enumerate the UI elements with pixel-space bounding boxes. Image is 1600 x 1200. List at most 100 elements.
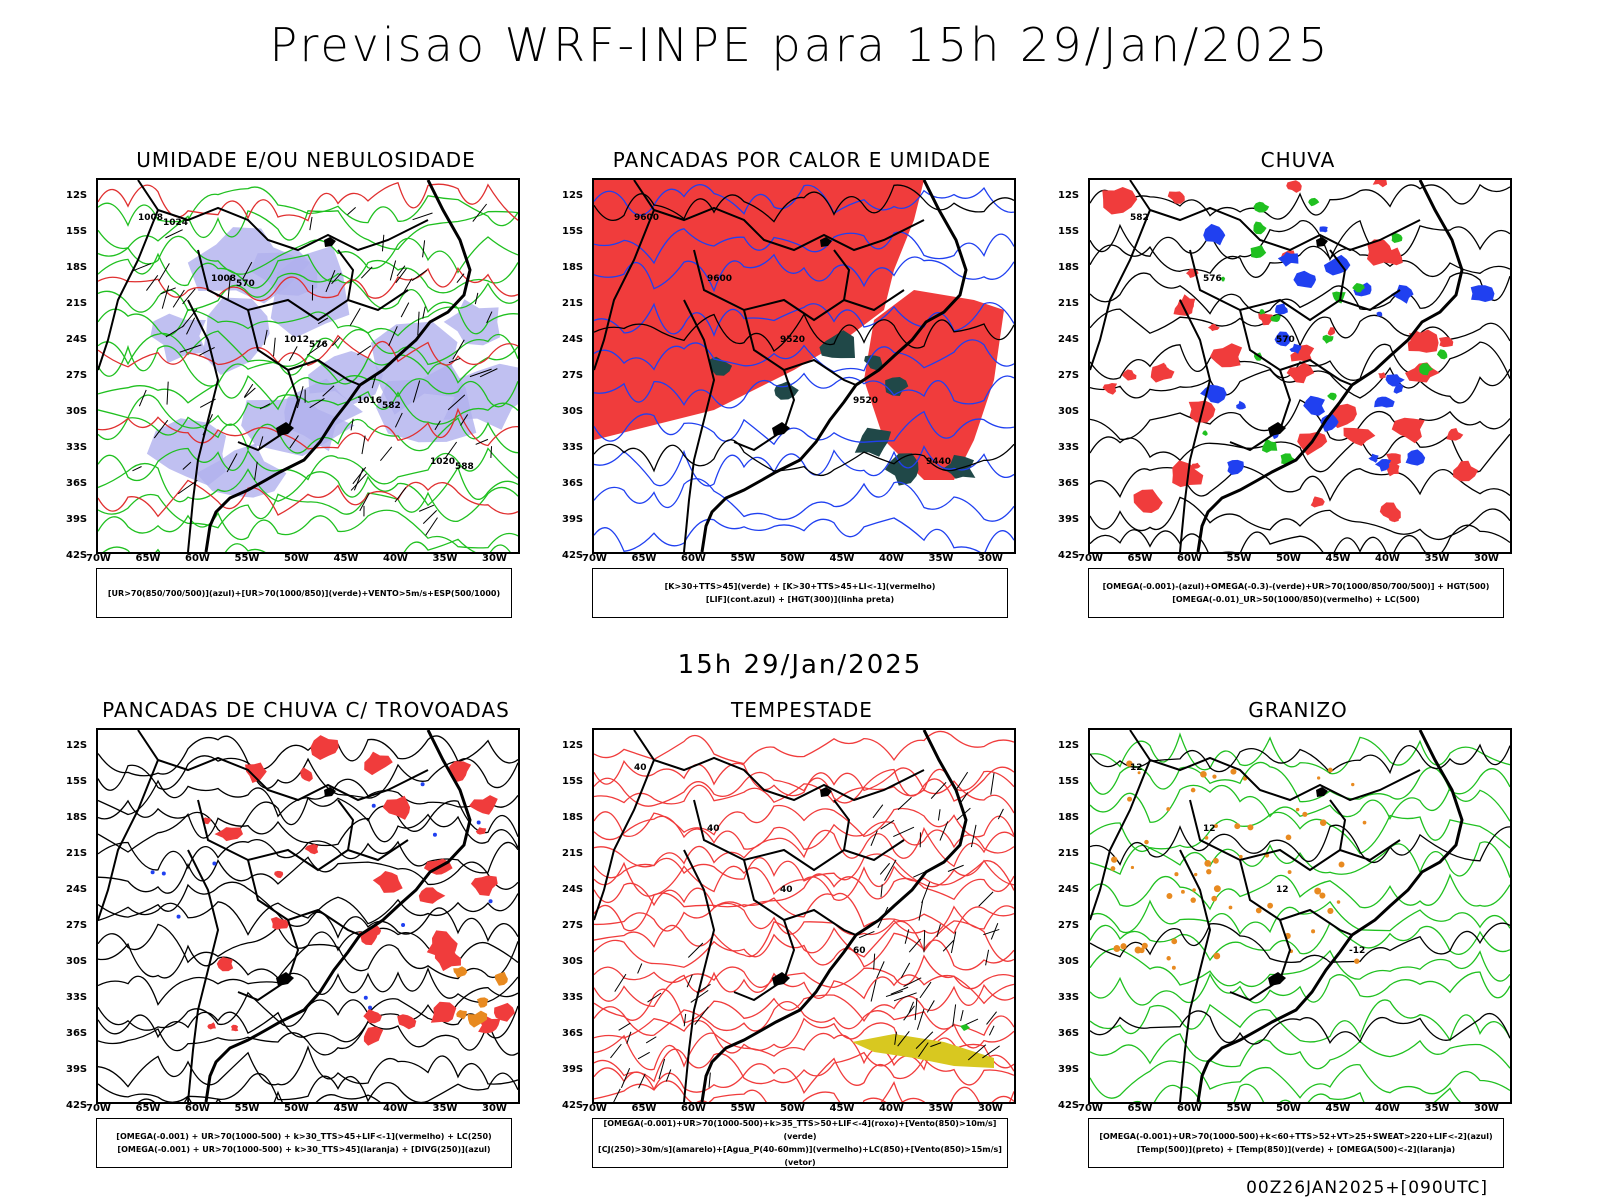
longitude-label: 40W bbox=[383, 1103, 408, 1114]
coastline bbox=[1196, 730, 1464, 1102]
temperature-850-contour bbox=[1090, 899, 1510, 936]
wind-vector bbox=[683, 1013, 687, 1027]
omega-area bbox=[1320, 413, 1339, 432]
wind-vector bbox=[479, 368, 498, 378]
longitude-label: 30W bbox=[1474, 553, 1499, 564]
wind-vector bbox=[244, 383, 254, 398]
rain-area bbox=[1167, 191, 1185, 204]
wind-vector bbox=[885, 990, 903, 998]
country-border bbox=[833, 799, 851, 851]
panel-legend: [UR>70(850/700/500)](azul)+[UR>70(1000/8… bbox=[96, 568, 512, 618]
lake bbox=[324, 787, 336, 797]
wind-vector bbox=[870, 830, 878, 847]
wind-vector bbox=[132, 466, 142, 472]
lifted-index-contour bbox=[594, 410, 1014, 446]
wind-vector bbox=[361, 435, 366, 455]
country-border bbox=[137, 180, 429, 252]
rain-area bbox=[1343, 427, 1376, 446]
omega-area bbox=[1303, 395, 1325, 416]
humidity-contour bbox=[98, 252, 518, 294]
instability-area bbox=[942, 454, 976, 479]
omega-point bbox=[1234, 823, 1241, 830]
omega-point bbox=[1255, 907, 1262, 914]
omega-point bbox=[1181, 889, 1185, 894]
humidity-area bbox=[376, 363, 477, 443]
humidity-area bbox=[196, 443, 287, 498]
lake bbox=[772, 422, 790, 436]
wind-vector bbox=[923, 929, 926, 953]
streamline bbox=[98, 941, 518, 980]
wind-vector bbox=[665, 1069, 672, 1082]
thunderstorm-area bbox=[470, 875, 498, 896]
latitude-label: 30S bbox=[66, 406, 88, 417]
wind-vector bbox=[903, 977, 922, 988]
contour-label: 9520 bbox=[780, 335, 805, 345]
country-border bbox=[1090, 759, 1151, 921]
instability-area bbox=[476, 997, 489, 1008]
omega-point bbox=[1206, 868, 1212, 875]
map-canvas bbox=[98, 730, 518, 1102]
omega-area bbox=[1293, 270, 1316, 288]
omega-point bbox=[1190, 787, 1196, 793]
latitude-label: 21S bbox=[66, 848, 88, 859]
latitude-label: 21S bbox=[562, 848, 584, 859]
latitude-label: 42S bbox=[1058, 550, 1080, 561]
omega-strong-area bbox=[1270, 314, 1281, 322]
wind-vector bbox=[425, 517, 438, 536]
divergence-point bbox=[212, 861, 217, 866]
height-contour bbox=[1090, 341, 1510, 381]
height-contour bbox=[1090, 399, 1510, 441]
country-border bbox=[187, 299, 220, 552]
panel-legend: [OMEGA(-0.001)+UR>70(1000-500)+k<60+TTS>… bbox=[1088, 1118, 1504, 1168]
omega-strong-area bbox=[1250, 245, 1267, 259]
country-border bbox=[1189, 799, 1401, 872]
country-border bbox=[833, 249, 851, 301]
latitude-label: 21S bbox=[1058, 298, 1080, 309]
latitude-label: 33S bbox=[1058, 442, 1080, 453]
wind-vector bbox=[937, 809, 941, 821]
streamline bbox=[98, 1019, 518, 1056]
humidity-contour bbox=[102, 538, 511, 552]
omega-point bbox=[1193, 872, 1198, 877]
latitude-label: 18S bbox=[66, 262, 88, 273]
legend-line: [OMEGA(-0.01)_UR>50(1000/850)(vermelho) … bbox=[1172, 595, 1420, 604]
precipitable-water-contour bbox=[594, 1057, 1014, 1095]
wind-vector bbox=[686, 974, 693, 988]
longitude-label: 60W bbox=[1177, 553, 1202, 564]
thunderstorm-area bbox=[397, 1014, 417, 1030]
omega-point bbox=[1166, 807, 1171, 812]
longitude-label: 50W bbox=[284, 553, 309, 564]
forecast-map: 582 576 570 bbox=[1088, 178, 1512, 554]
precipitable-water-contour bbox=[594, 971, 1014, 1008]
thunderstorm-area bbox=[468, 795, 498, 815]
precipitable-water-contour bbox=[594, 780, 1014, 814]
omega-point bbox=[1120, 943, 1127, 950]
wind-vector bbox=[243, 387, 256, 399]
omega-area bbox=[1470, 285, 1495, 302]
rain-area bbox=[1133, 489, 1163, 513]
temperature-500-contour bbox=[1090, 922, 1510, 964]
latitude-label: 30S bbox=[1058, 956, 1080, 967]
wind-vector bbox=[638, 1073, 646, 1089]
longitude-label: 70W bbox=[86, 1103, 111, 1114]
latitude-label: 27S bbox=[1058, 920, 1080, 931]
humidity-area bbox=[250, 249, 318, 296]
contour-label: 582 bbox=[1130, 213, 1149, 223]
wind-vector bbox=[967, 1044, 987, 1061]
wind-vector bbox=[422, 510, 438, 524]
wind-vector bbox=[956, 771, 969, 789]
omega-area bbox=[1368, 453, 1379, 463]
contour-label: 40 bbox=[634, 763, 647, 773]
divergence-point bbox=[476, 820, 481, 825]
wind-vector bbox=[396, 265, 406, 277]
wind-vector bbox=[870, 979, 877, 1002]
lake bbox=[772, 972, 790, 986]
omega-strong-area bbox=[1437, 349, 1448, 360]
latitude-label: 39S bbox=[562, 514, 584, 525]
latitude-label: 24S bbox=[66, 884, 88, 895]
thunderstorm-area bbox=[475, 827, 487, 835]
wind-vector bbox=[908, 938, 922, 953]
height-contour bbox=[1090, 464, 1510, 502]
omega-point bbox=[1190, 897, 1196, 903]
convection-area bbox=[864, 290, 1004, 480]
